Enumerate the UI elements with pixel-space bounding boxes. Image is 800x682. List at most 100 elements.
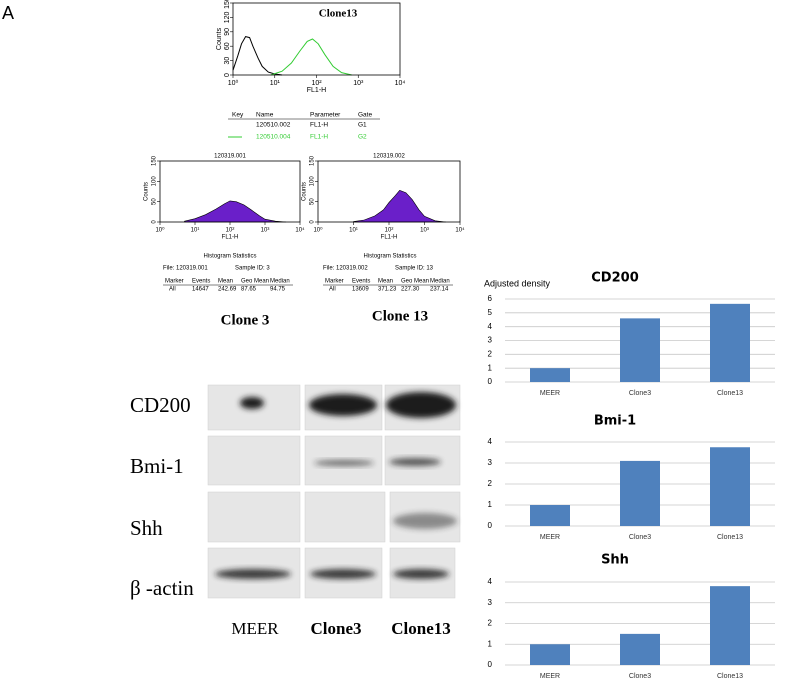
stats-cell: 14647 xyxy=(192,287,209,293)
stats-header: Median xyxy=(430,279,450,285)
band xyxy=(393,513,457,529)
stats-cell: All xyxy=(169,287,176,293)
clone-label: Clone 13 xyxy=(372,308,428,324)
key-parameter: FL1-H xyxy=(310,122,328,129)
x-tick-label: 10⁴ xyxy=(455,227,465,234)
bar xyxy=(620,460,660,526)
stats-sample: Sample ID: 13 xyxy=(395,266,434,272)
y-axis-label: Adjusted density xyxy=(484,278,551,288)
y-tick-label: 3 xyxy=(488,336,493,345)
y-tick-label: 100 xyxy=(310,176,316,187)
y-tick-label: 0 xyxy=(310,220,316,224)
y-tick-label: 0 xyxy=(488,377,493,386)
bar xyxy=(710,586,750,665)
blot-row-label: Bmi-1 xyxy=(130,454,184,478)
stats-cell: 13609 xyxy=(352,287,369,293)
stats-cell: 242.69 xyxy=(218,287,237,293)
chart-title: 120319.001 xyxy=(214,154,246,160)
y-tick-label: 150 xyxy=(152,155,158,166)
y-tick-label: 60 xyxy=(224,42,231,50)
blot-panel xyxy=(304,491,386,543)
x-tick-label: 10³ xyxy=(261,228,270,234)
stats-header: Marker xyxy=(325,279,344,285)
bar xyxy=(530,644,570,665)
key-parameter: FL1-H xyxy=(310,134,328,141)
clone-label: Clone 3 xyxy=(221,312,270,328)
y-tick-label: 3 xyxy=(488,458,493,467)
stats-header: Median xyxy=(270,279,290,285)
histogram-line xyxy=(270,38,352,76)
y-tick-label: 6 xyxy=(488,294,493,303)
x-tick-label: MEER xyxy=(540,534,560,541)
plot-frame xyxy=(232,2,401,76)
band xyxy=(240,397,264,409)
x-tick-label: Clone13 xyxy=(717,534,743,541)
y-tick-label: 2 xyxy=(488,619,493,628)
stats-cell: 237.14 xyxy=(430,287,449,293)
chart-title: Bmi-1 xyxy=(594,414,636,429)
western-blot xyxy=(207,384,461,599)
y-tick-label: 4 xyxy=(488,437,493,446)
bar xyxy=(620,633,660,665)
key-gate: G1 xyxy=(358,122,367,129)
x-tick-label: 10² xyxy=(226,228,235,234)
band xyxy=(215,569,291,579)
key-name: 120510.002 xyxy=(256,122,291,129)
y-tick-label: 100 xyxy=(152,176,158,187)
band xyxy=(386,392,456,418)
key-header: Gate xyxy=(358,112,372,119)
key-gate: G2 xyxy=(358,134,367,141)
key-header: Key xyxy=(232,112,244,119)
chart-title: Clone13 xyxy=(319,8,358,20)
y-tick-label: 0 xyxy=(152,220,158,224)
key-header: Name xyxy=(256,112,274,119)
x-tick-label: 10¹ xyxy=(191,228,200,234)
band xyxy=(314,460,374,466)
histogram-area xyxy=(353,189,446,223)
chart-title: 120319.002 xyxy=(373,154,405,160)
stats-header: Events xyxy=(352,279,370,285)
x-tick-label: 10² xyxy=(385,228,394,234)
x-tick-label: Clone3 xyxy=(629,390,651,397)
stats-heading: Histogram Statistics xyxy=(203,254,256,260)
key-name: 120510.004 xyxy=(256,134,291,141)
x-tick-label: 10⁴ xyxy=(295,227,305,234)
bar xyxy=(710,447,750,526)
band xyxy=(393,569,449,579)
y-tick-label: 4 xyxy=(488,577,493,586)
stats-cell: 87.65 xyxy=(241,287,257,293)
blot-row-label: β -actin xyxy=(130,576,194,600)
stats-file: File: 120319.001 xyxy=(163,266,208,272)
key-header: Parameter xyxy=(310,112,341,119)
y-tick-label: 150 xyxy=(224,0,231,9)
blot-column-label: Clone13 xyxy=(391,619,451,638)
stats-header: Geo Mean xyxy=(401,279,429,285)
panel-label: A xyxy=(2,3,14,23)
y-tick-label: 2 xyxy=(488,479,493,488)
x-tick-label: 10⁰ xyxy=(228,79,239,87)
blot-row-label: CD200 xyxy=(130,393,191,417)
bar xyxy=(530,505,570,526)
y-tick-label: 2 xyxy=(488,349,493,358)
stats-file: File: 120319.002 xyxy=(323,266,368,272)
x-tick-label: MEER xyxy=(540,673,560,680)
y-tick-label: 3 xyxy=(488,598,493,607)
x-tick-label: MEER xyxy=(540,390,560,397)
y-tick-label: 0 xyxy=(224,73,231,77)
histogram-line xyxy=(232,36,283,76)
y-tick-label: 1 xyxy=(488,363,493,372)
blot-panel xyxy=(207,491,301,543)
band xyxy=(309,394,377,416)
x-tick-label: 10³ xyxy=(353,80,364,87)
stats-header: Mean xyxy=(378,279,393,285)
blot-column-label: MEER xyxy=(231,619,279,638)
x-axis-label: FL1-H xyxy=(381,235,398,241)
stats-header: Marker xyxy=(165,279,184,285)
blot-panel xyxy=(207,435,301,486)
bar xyxy=(530,368,570,382)
y-tick-label: 5 xyxy=(488,308,493,317)
x-tick-label: 10² xyxy=(311,80,322,87)
y-tick-label: 50 xyxy=(152,198,158,205)
stats-cell: 227.30 xyxy=(401,287,420,293)
y-tick-label: 4 xyxy=(488,322,493,331)
